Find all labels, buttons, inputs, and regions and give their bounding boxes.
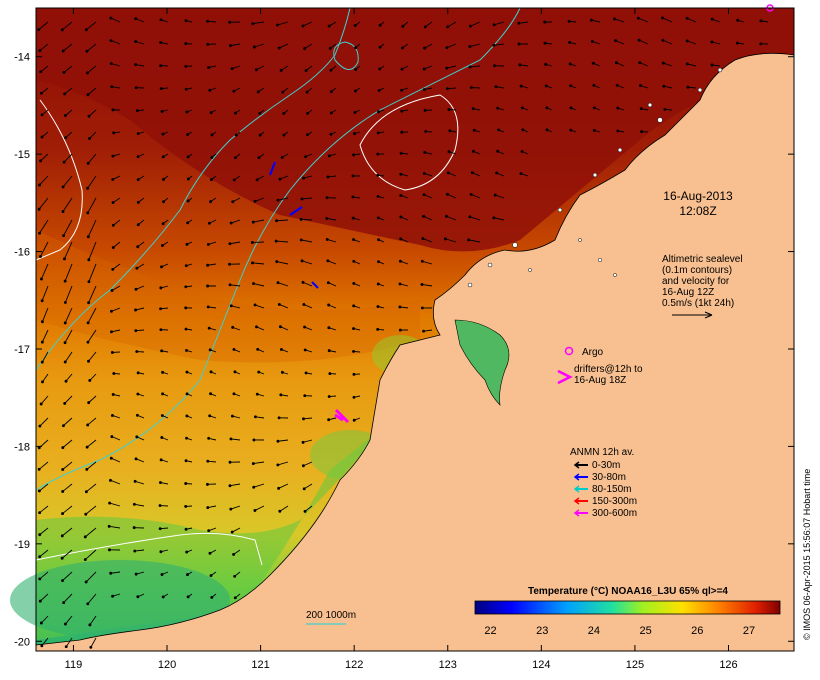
lat-tick-label: -18 (14, 441, 30, 453)
svg-text:Altimetric sealevel: Altimetric sealevel (662, 254, 743, 265)
isobath-label: 200 1000m (306, 610, 356, 621)
lat-tick-label: -14 (14, 52, 30, 64)
colorbar (474, 600, 781, 615)
colorbar-tick-label: 24 (588, 625, 600, 637)
lat-tick-label: -20 (14, 636, 30, 648)
svg-text:0.5m/s (1kt 24h): 0.5m/s (1kt 24h) (662, 298, 734, 309)
lat-tick-label: -19 (14, 539, 30, 551)
colorbar-tick-label: 25 (639, 625, 651, 637)
anmn-legend-label: 300-600m (592, 508, 637, 519)
anmn-legend-label: 80-150m (592, 484, 631, 495)
anmn-legend-label: 150-300m (592, 496, 637, 507)
lon-tick-label: 121 (251, 659, 269, 671)
anmn-title: ANMN 12h av. (570, 447, 634, 458)
svg-text:and velocity for: and velocity for (662, 276, 730, 287)
colorbar-tick-label: 26 (691, 625, 703, 637)
credit-text: © IMOS 06-Apr-2015 15:56:07 Hobart time (802, 469, 812, 640)
lat-tick-label: -17 (14, 344, 30, 356)
colorbar-tick-label: 22 (484, 625, 496, 637)
sst-field (10, 4, 795, 652)
lon-tick-label: 124 (532, 659, 550, 671)
map-time: 12:08Z (679, 204, 716, 218)
map-frame (35, 7, 795, 652)
lon-tick-label: 119 (65, 659, 83, 671)
argo-icon (564, 346, 574, 356)
svg-text:(0.1m contours): (0.1m contours) (662, 265, 732, 276)
lat-tick-label: -15 (14, 149, 30, 161)
argo-label: Argo (582, 347, 604, 358)
map-date: 16-Aug-2013 (663, 189, 733, 203)
drifters-label-1: drifters@12h to (574, 364, 643, 375)
lon-tick-label: 125 (626, 659, 644, 671)
drifters-label-2: 16-Aug 18Z (574, 375, 626, 386)
colorbar-tick-label: 27 (743, 625, 755, 637)
land-mass (35, 52, 795, 652)
lon-tick-label: 120 (158, 659, 176, 671)
colorbar-title: Temperature (°C) NOAA16_L3U 65% ql>=4 (528, 586, 728, 597)
lon-tick-label: 123 (439, 659, 457, 671)
altimetry-note: Altimetric sealevel (0.1m contours) and … (662, 254, 743, 309)
lon-tick-label: 126 (719, 659, 737, 671)
drifter-icon (557, 369, 573, 385)
anmn-legend-label: 0-30m (592, 460, 620, 471)
lon-tick-label: 122 (345, 659, 363, 671)
colorbar-tick-label: 23 (536, 625, 548, 637)
lat-tick-label: -16 (14, 247, 30, 259)
mooring-markers (269, 161, 350, 424)
anmn-legend-label: 30-80m (592, 472, 626, 483)
svg-text:16-Aug 12Z: 16-Aug 12Z (662, 287, 714, 298)
